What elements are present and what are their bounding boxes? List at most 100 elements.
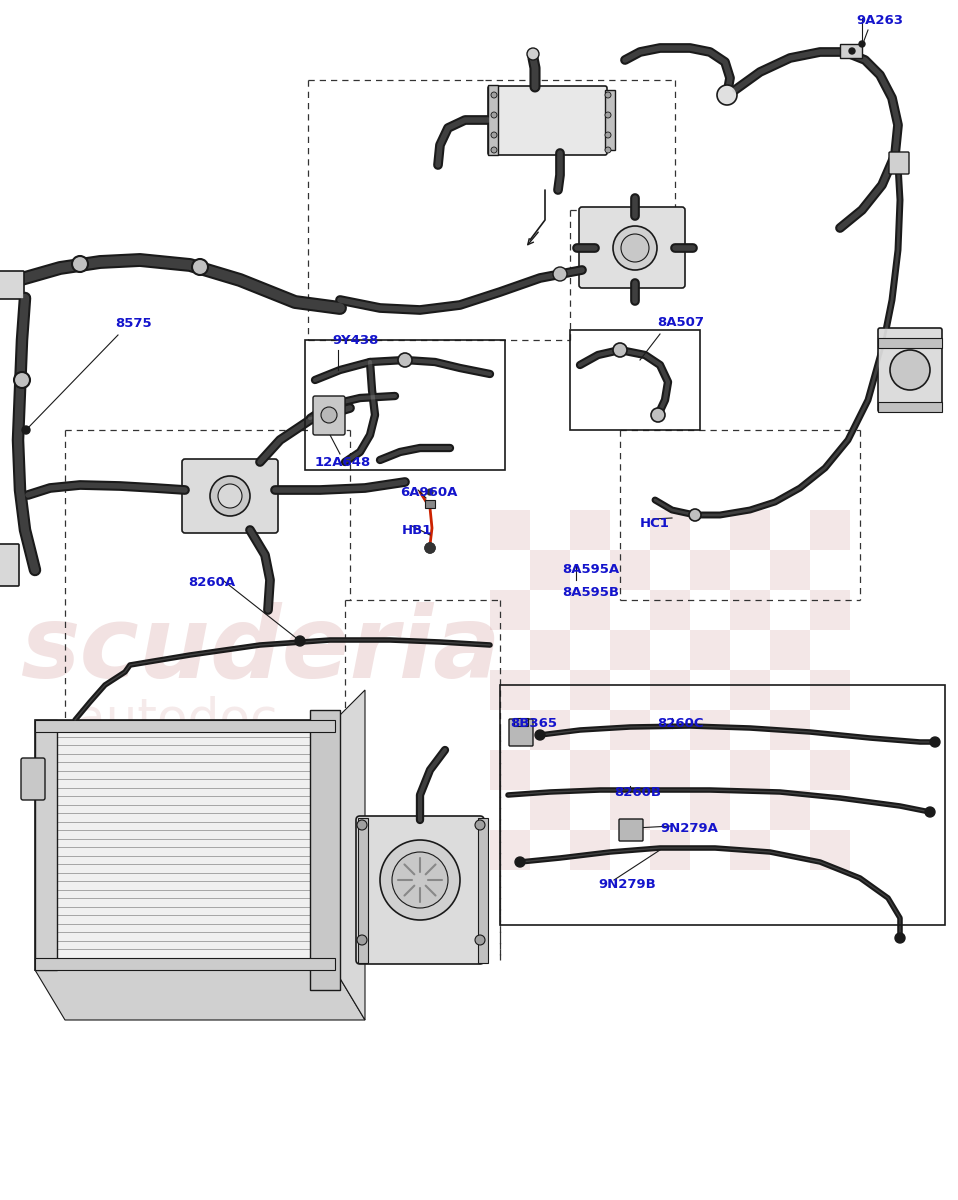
Circle shape [605, 132, 611, 138]
Text: 9Y438: 9Y438 [332, 334, 378, 347]
Bar [488, 85, 498, 155]
Bar [490, 670, 530, 710]
Bar [35, 720, 335, 970]
Bar [570, 830, 610, 870]
Polygon shape [335, 690, 365, 1020]
Text: 9N279A: 9N279A [660, 822, 718, 835]
FancyBboxPatch shape [182, 458, 278, 533]
Circle shape [192, 259, 208, 275]
Text: 8A507: 8A507 [657, 316, 704, 329]
Text: 8260A: 8260A [188, 576, 235, 589]
Circle shape [14, 372, 30, 388]
Bar [730, 510, 770, 550]
Circle shape [398, 353, 412, 367]
Circle shape [613, 226, 657, 270]
Bar [610, 710, 650, 750]
Bar [530, 790, 570, 830]
Circle shape [717, 85, 737, 104]
Circle shape [357, 935, 367, 946]
Circle shape [890, 350, 930, 390]
FancyBboxPatch shape [579, 206, 685, 288]
FancyBboxPatch shape [356, 816, 484, 964]
Bar [770, 630, 810, 670]
Bar [478, 818, 488, 962]
Circle shape [22, 426, 30, 434]
Circle shape [425, 542, 435, 553]
FancyBboxPatch shape [21, 758, 45, 800]
Bar [35, 720, 335, 732]
Circle shape [849, 48, 855, 54]
Circle shape [475, 935, 485, 946]
Circle shape [425, 542, 435, 553]
Bar [650, 830, 690, 870]
Circle shape [527, 48, 539, 60]
FancyBboxPatch shape [0, 544, 19, 586]
Circle shape [210, 476, 250, 516]
Bar [570, 330, 700, 430]
Bar [35, 958, 335, 970]
Text: 8575: 8575 [115, 317, 151, 330]
FancyBboxPatch shape [619, 818, 643, 841]
Circle shape [380, 840, 460, 920]
Text: 9N279B: 9N279B [598, 878, 655, 890]
Bar [810, 670, 850, 710]
Circle shape [535, 730, 545, 740]
Bar [730, 750, 770, 790]
Circle shape [605, 146, 611, 152]
Circle shape [392, 852, 448, 908]
Circle shape [621, 234, 649, 262]
Bar [570, 510, 610, 550]
Polygon shape [35, 970, 365, 1020]
Bar [610, 790, 650, 830]
Circle shape [357, 820, 367, 830]
Circle shape [72, 256, 88, 272]
Bar [840, 44, 862, 58]
Circle shape [321, 407, 337, 422]
Bar [490, 830, 530, 870]
Bar [425, 500, 435, 508]
Circle shape [925, 806, 935, 817]
Circle shape [613, 343, 627, 358]
Bar [490, 590, 530, 630]
Bar [490, 510, 530, 550]
Text: autodoc: autodoc [75, 696, 278, 744]
Text: 8A595A: 8A595A [562, 563, 619, 576]
Bar [610, 550, 650, 590]
Bar [530, 550, 570, 590]
Circle shape [427, 490, 433, 494]
Bar [605, 90, 615, 150]
Bar [570, 590, 610, 630]
Circle shape [491, 132, 497, 138]
Circle shape [295, 636, 305, 646]
Bar [490, 750, 530, 790]
Circle shape [651, 408, 665, 422]
Bar [690, 550, 730, 590]
Bar [514, 718, 528, 726]
Bar [650, 750, 690, 790]
Circle shape [515, 857, 525, 866]
Bar [570, 750, 610, 790]
Text: HC1: HC1 [640, 517, 670, 530]
Bar [650, 590, 690, 630]
Bar [690, 630, 730, 670]
Text: 8260C: 8260C [657, 716, 703, 730]
Bar [310, 710, 340, 990]
Circle shape [491, 92, 497, 98]
FancyBboxPatch shape [488, 86, 607, 155]
Bar [530, 710, 570, 750]
FancyBboxPatch shape [313, 396, 345, 434]
Circle shape [605, 112, 611, 118]
Circle shape [859, 41, 865, 47]
Bar [690, 710, 730, 750]
Bar [650, 510, 690, 550]
Bar [878, 402, 942, 412]
Circle shape [605, 92, 611, 98]
Bar [878, 338, 942, 348]
Circle shape [895, 934, 905, 943]
Circle shape [553, 266, 567, 281]
Bar [650, 670, 690, 710]
Circle shape [930, 737, 940, 746]
Text: 8260B: 8260B [614, 786, 661, 799]
Circle shape [475, 820, 485, 830]
Bar [500, 685, 945, 925]
